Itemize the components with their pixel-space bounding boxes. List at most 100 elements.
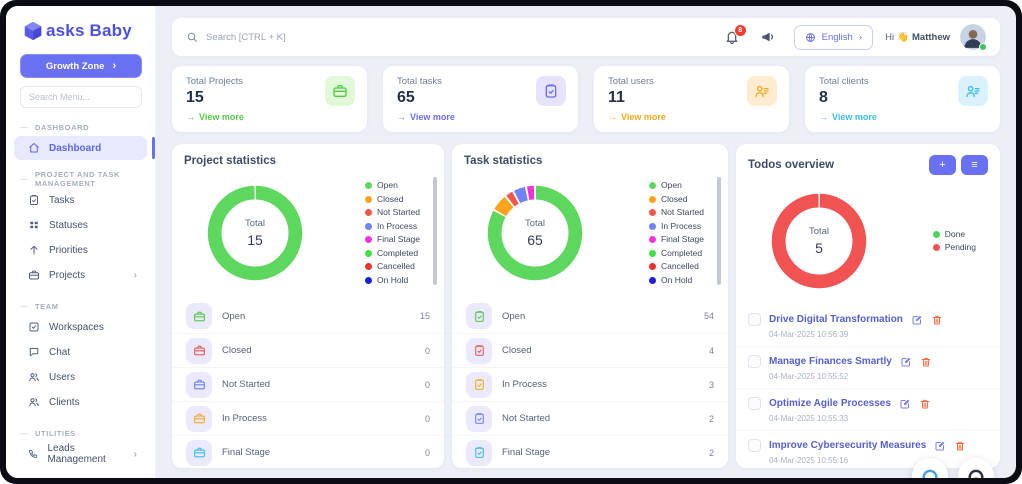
trash-icon[interactable] bbox=[919, 398, 931, 410]
sidebar-item-label: Projects bbox=[49, 269, 86, 281]
floating-buttons bbox=[912, 458, 994, 478]
status-row-not-started: Not Started 2 bbox=[452, 401, 728, 435]
status-label: Open bbox=[502, 310, 526, 322]
sidebar-item-clients[interactable]: Clients bbox=[14, 390, 147, 414]
sidebar-item-label: Chat bbox=[49, 346, 71, 358]
todo-checkbox[interactable] bbox=[748, 355, 761, 368]
legend-item-done: Done bbox=[932, 228, 976, 242]
legend-item-open: Open bbox=[649, 179, 704, 193]
support-chat-button[interactable] bbox=[912, 458, 948, 478]
charts-row: Project statistics Total 15 Open Closed No… bbox=[172, 144, 1000, 468]
status-label: Final Stage bbox=[222, 447, 271, 458]
sidebar-item-label: Dashboard bbox=[49, 142, 102, 154]
add-todo-button[interactable]: + bbox=[929, 155, 956, 175]
section-header: — TEAM bbox=[6, 298, 155, 314]
sidebar-item-priorities[interactable]: Priorities bbox=[14, 238, 147, 262]
trash-icon[interactable] bbox=[920, 356, 932, 368]
briefcase-icon bbox=[186, 337, 212, 364]
todo-checkbox[interactable] bbox=[748, 439, 761, 452]
chevron-right-icon: › bbox=[858, 31, 863, 43]
status-label: In Process bbox=[502, 379, 547, 390]
view-more-label: View more bbox=[410, 112, 455, 122]
sidebar-item-projects[interactable]: Projects › bbox=[14, 263, 147, 287]
todos-donut-chart bbox=[771, 193, 867, 289]
sidebar-item-leads-management[interactable]: Leads Management › bbox=[14, 442, 147, 466]
legend-label: Pending bbox=[944, 242, 976, 252]
legend-dot bbox=[649, 182, 656, 190]
sidebar-search-input[interactable] bbox=[20, 86, 142, 108]
todos-card-head: Todos overview + ≡ bbox=[736, 144, 1000, 175]
stat-card-total-users: Total users 11 → View more bbox=[594, 66, 789, 132]
sidebar-item-workspaces[interactable]: Workspaces bbox=[14, 315, 147, 339]
briefcase-icon bbox=[186, 371, 212, 398]
greeting-text: Hi bbox=[885, 31, 895, 43]
sidebar-section-dashboard: — DASHBOARD Dashboard bbox=[6, 119, 155, 160]
users-icon bbox=[28, 371, 40, 383]
section-header: — DASHBOARD bbox=[6, 119, 155, 135]
sidebar-item-chat[interactable]: Chat bbox=[14, 340, 147, 364]
stats-row: Total Projects 15 → View more Total tasks 65 →… bbox=[172, 66, 1000, 132]
status-row-in-process: In Process 3 bbox=[452, 367, 728, 401]
todo-title: Manage Finances Smartly bbox=[769, 356, 892, 367]
sidebar-item-label: Users bbox=[49, 371, 76, 383]
assistant-button[interactable] bbox=[958, 458, 994, 478]
section-title: PROJECT AND TASK MANAGEMENT bbox=[35, 170, 121, 188]
briefcase-icon bbox=[325, 76, 355, 106]
legend-label: Completed bbox=[377, 247, 419, 258]
announcements-button[interactable] bbox=[760, 29, 776, 45]
legend-item-in-process: In Process bbox=[365, 220, 420, 234]
sidebar-item-users[interactable]: Users bbox=[14, 365, 147, 389]
growth-zone-label: Growth Zone bbox=[45, 60, 105, 72]
sidebar-item-dashboard[interactable]: Dashboard bbox=[14, 136, 155, 160]
status-count: 0 bbox=[424, 413, 430, 424]
stat-card-total-projects: Total Projects 15 → View more bbox=[172, 66, 367, 132]
view-more-link[interactable]: → View more bbox=[186, 112, 353, 122]
todo-checkbox[interactable] bbox=[748, 313, 761, 326]
legend-label: Open bbox=[661, 180, 682, 190]
todo-actions: + ≡ bbox=[929, 155, 988, 175]
todo-title: Improve Cybersecurity Measures bbox=[769, 440, 927, 451]
legend-label: In Process bbox=[661, 220, 702, 231]
greeting: Hi 👋 Matthew bbox=[885, 32, 950, 43]
briefcase-icon bbox=[28, 269, 40, 281]
global-search-input[interactable] bbox=[206, 31, 724, 43]
legend-item-cancelled: Cancelled bbox=[365, 260, 420, 274]
view-more-link[interactable]: → View more bbox=[608, 112, 775, 122]
sidebar-item-tasks[interactable]: Tasks bbox=[14, 188, 147, 212]
search-icon bbox=[186, 31, 198, 43]
arrow-right-icon: → bbox=[186, 112, 195, 122]
edit-icon[interactable] bbox=[900, 356, 912, 368]
legend-scrollbar[interactable] bbox=[433, 177, 437, 285]
grid-icon bbox=[28, 219, 40, 231]
growth-zone-button[interactable]: Growth Zone › bbox=[20, 54, 142, 78]
status-row-closed: Closed 4 bbox=[452, 333, 728, 367]
todos-chart-area: Total 5 Done Pending bbox=[736, 175, 1000, 303]
todo-checkbox[interactable] bbox=[748, 397, 761, 410]
trash-icon[interactable] bbox=[931, 314, 943, 326]
user-avatar[interactable] bbox=[960, 24, 987, 51]
legend-label: Closed bbox=[377, 193, 404, 204]
check-square-icon bbox=[28, 321, 40, 333]
section-header: — PROJECT AND TASK MANAGEMENT bbox=[6, 170, 155, 188]
sidebar: asks Baby Growth Zone › — DASHBOARD Dashbo… bbox=[6, 6, 156, 478]
stat-card-total-clients: Total clients 8 → View more bbox=[805, 66, 1000, 132]
edit-icon[interactable] bbox=[899, 398, 911, 410]
sidebar-item-label: Priorities bbox=[49, 244, 88, 256]
status-count: 4 bbox=[708, 345, 714, 356]
language-selector[interactable]: English › bbox=[793, 24, 874, 50]
todo-menu-button[interactable]: ≡ bbox=[961, 155, 988, 175]
clipboard-icon bbox=[466, 303, 492, 329]
edit-icon[interactable] bbox=[911, 314, 923, 326]
sidebar-item-statuses[interactable]: Statuses bbox=[14, 213, 147, 237]
todos-legend: Done Pending bbox=[932, 228, 990, 255]
view-more-link[interactable]: → View more bbox=[397, 112, 564, 122]
trash-icon[interactable] bbox=[954, 440, 966, 452]
notifications-button[interactable]: 8 bbox=[724, 24, 747, 45]
legend-dot bbox=[649, 236, 656, 244]
logo-text: asks Baby bbox=[46, 21, 132, 40]
view-more-link[interactable]: → View more bbox=[819, 112, 986, 122]
stat-label: Total users bbox=[608, 76, 654, 87]
legend-scrollbar[interactable] bbox=[717, 177, 721, 285]
edit-icon[interactable] bbox=[934, 440, 946, 452]
sidebar-item-label: Statuses bbox=[49, 219, 88, 231]
